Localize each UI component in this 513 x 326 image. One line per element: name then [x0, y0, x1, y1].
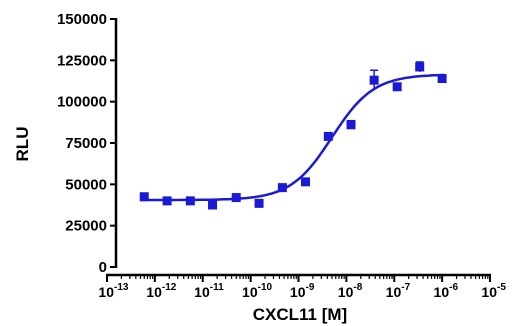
- point-marker: [300, 177, 310, 187]
- point-marker: [323, 131, 333, 141]
- y-axis-title: RLU: [13, 127, 32, 162]
- x-tick-exponent: -11: [210, 282, 224, 293]
- data-point: [231, 193, 241, 203]
- x-tick-label: 10: [481, 284, 497, 300]
- data-point: [254, 198, 264, 208]
- y-tick-label: 150000: [57, 11, 107, 28]
- fit-curve-group: [140, 73, 445, 202]
- data-point: [437, 74, 447, 84]
- data-point: [139, 192, 149, 202]
- y-tick-label: 125000: [57, 52, 107, 69]
- data-point: [346, 119, 356, 130]
- point-marker: [162, 196, 172, 206]
- point-marker: [346, 120, 356, 130]
- point-marker: [415, 62, 425, 72]
- data-point: [392, 82, 402, 92]
- data-point: [369, 69, 379, 91]
- y-tick-label: 25000: [65, 218, 107, 235]
- data-point: [162, 196, 172, 206]
- x-tick-exponent: -8: [353, 282, 362, 293]
- fit-curve: [140, 73, 445, 202]
- point-marker: [392, 82, 402, 92]
- point-marker: [208, 200, 218, 210]
- data-point: [185, 196, 195, 206]
- x-axis-title: CXCL11 [M]: [253, 305, 347, 324]
- x-tick-label: 10: [338, 284, 354, 300]
- x-tick-label: 10: [98, 284, 114, 300]
- point-marker: [231, 193, 241, 203]
- y-tick-label: 0: [99, 259, 107, 276]
- point-marker: [139, 192, 149, 202]
- x-tick-exponent: -12: [162, 282, 177, 293]
- data-point: [300, 177, 310, 187]
- x-tick-exponent: -10: [258, 282, 273, 293]
- point-marker: [437, 74, 447, 84]
- x-tick-exponent: -7: [401, 282, 410, 293]
- point-marker: [277, 183, 287, 193]
- point-marker: [254, 198, 264, 208]
- data-point: [277, 183, 287, 193]
- x-tick-label: 10: [386, 284, 402, 300]
- x-tick-label: 10: [242, 284, 258, 300]
- x-tick-label: 10: [290, 284, 306, 300]
- data-point: [415, 61, 425, 72]
- point-marker: [369, 75, 379, 85]
- x-axis: 10 -13 10 -12 10 -11 10 -10 10 -9 10 -8 10 -7 10 -6 10 -5: [98, 273, 506, 300]
- x-tick-label: 10: [194, 284, 210, 300]
- y-axis: 0 25000 50000 75000 100000 125000 150000: [57, 11, 118, 276]
- x-tick-label: 10: [146, 284, 162, 300]
- y-tick-label: 100000: [57, 94, 107, 111]
- x-tick-exponent: -5: [497, 282, 506, 293]
- data-point: [323, 131, 333, 141]
- x-tick-exponent: -13: [114, 282, 129, 293]
- y-tick-label: 50000: [65, 176, 107, 193]
- data-point: [208, 200, 218, 210]
- data-points: [139, 61, 447, 210]
- x-tick-label: 10: [434, 284, 450, 300]
- x-tick-exponent: -6: [449, 282, 458, 293]
- y-tick-label: 75000: [65, 135, 107, 152]
- x-tick-exponent: -9: [306, 282, 315, 293]
- point-marker: [185, 196, 195, 206]
